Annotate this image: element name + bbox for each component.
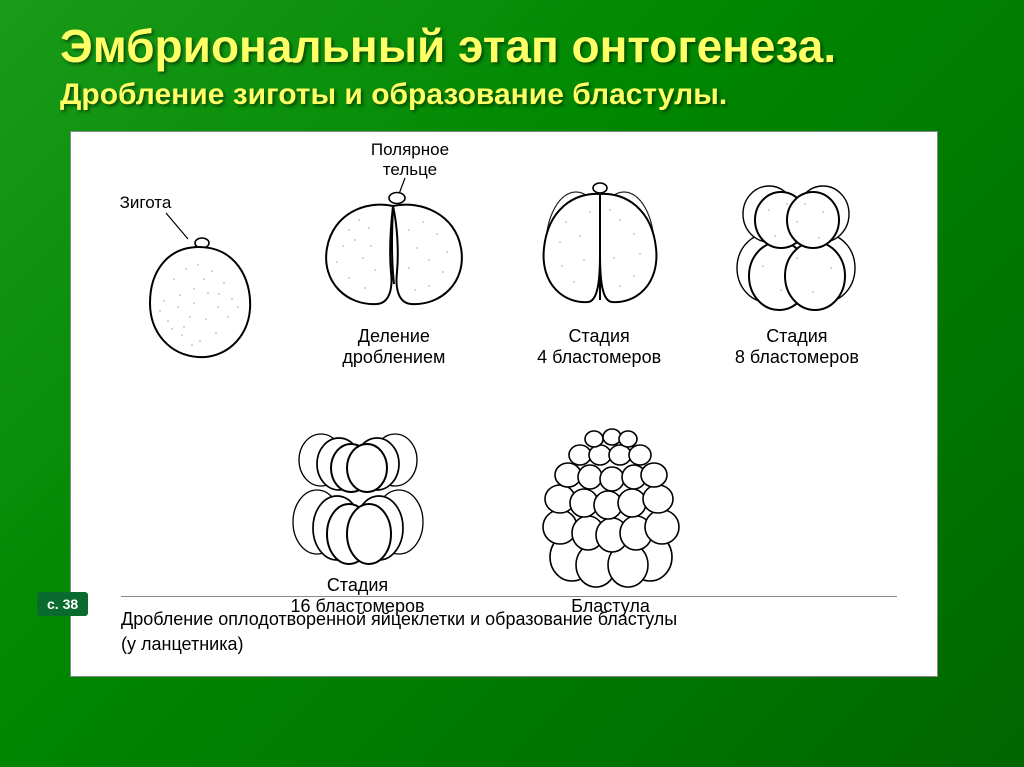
zygote-icon: [124, 199, 274, 369]
diagram-row-2: Стадия 16 бластомеров: [231, 394, 737, 618]
four-cell-icon: [514, 150, 684, 320]
figure-panel: с. 38 Зигота: [70, 131, 938, 677]
sixteen-cell-icon: [263, 394, 453, 569]
eight-cell-icon: [709, 150, 884, 320]
blastula-icon: [516, 405, 706, 590]
slide-title: Эмбриональный этап онтогенеза.: [60, 20, 974, 73]
cell-4blast: Стадия 4 бластомеров: [514, 150, 684, 369]
cell-2blast: Полярное тельце: [299, 150, 489, 369]
label-polar-body: Полярное тельце: [371, 140, 449, 180]
label-division: Деление дроблением: [342, 326, 445, 369]
cell-16blast: Стадия 16 бластомеров: [263, 394, 453, 618]
label-zygote-top: Зигота: [120, 193, 172, 213]
page-ref-tab: с. 38: [37, 592, 88, 616]
cell-blastula: Бластула: [516, 405, 706, 618]
label-stage8: Стадия 8 бластомеров: [735, 326, 859, 369]
caption-area: Дробление оплодотворенной яйцеклетки и о…: [121, 596, 897, 656]
cell-zygote: Зигота: [124, 199, 274, 369]
label-stage4: Стадия 4 бластомеров: [537, 326, 661, 369]
slide: Эмбриональный этап онтогенеза. Дробление…: [0, 0, 1024, 767]
slide-subtitle: Дробление зиготы и образование бластулы.: [60, 77, 974, 113]
diagram-row-1: Зигота: [111, 150, 897, 369]
cell-8blast: Стадия 8 бластомеров: [709, 150, 884, 369]
figure-caption: Дробление оплодотворенной яйцеклетки и о…: [121, 607, 897, 656]
